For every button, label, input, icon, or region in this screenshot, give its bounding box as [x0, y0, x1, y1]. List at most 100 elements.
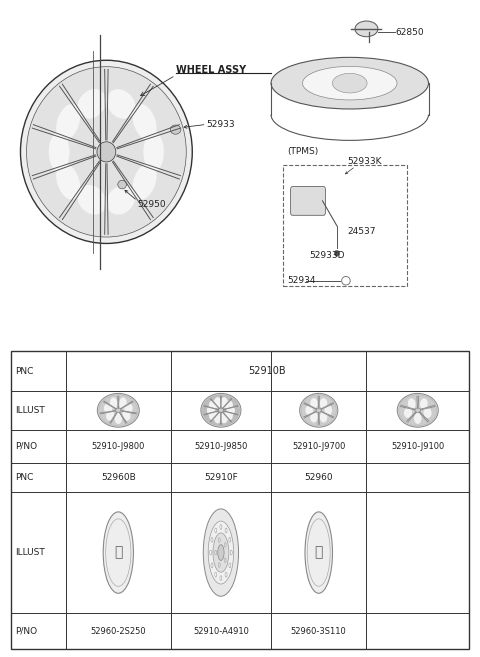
Ellipse shape: [49, 131, 70, 172]
Text: PNC: PNC: [15, 367, 33, 376]
Text: 52910F: 52910F: [204, 473, 238, 482]
Ellipse shape: [107, 89, 135, 119]
Text: 24537: 24537: [348, 227, 376, 236]
Ellipse shape: [215, 550, 216, 555]
Ellipse shape: [218, 545, 224, 560]
Ellipse shape: [220, 413, 228, 423]
Ellipse shape: [310, 412, 318, 422]
Ellipse shape: [132, 104, 156, 141]
Text: 52960-2S250: 52960-2S250: [91, 627, 146, 635]
Ellipse shape: [103, 512, 133, 593]
Ellipse shape: [230, 550, 232, 555]
Ellipse shape: [56, 163, 80, 200]
Ellipse shape: [107, 185, 135, 215]
Ellipse shape: [202, 395, 240, 426]
Ellipse shape: [415, 408, 420, 413]
Text: 52934: 52934: [288, 276, 316, 285]
Text: 52910-A4910: 52910-A4910: [193, 627, 249, 635]
Ellipse shape: [77, 89, 106, 119]
Text: 52910-J9850: 52910-J9850: [194, 442, 248, 451]
Ellipse shape: [115, 408, 121, 413]
Ellipse shape: [214, 397, 222, 408]
Ellipse shape: [170, 125, 181, 134]
Ellipse shape: [215, 528, 217, 533]
Ellipse shape: [203, 509, 239, 597]
Text: 52960-3S110: 52960-3S110: [291, 627, 347, 635]
Ellipse shape: [124, 403, 133, 414]
Ellipse shape: [119, 397, 127, 409]
Text: 52933K: 52933K: [348, 157, 382, 166]
Ellipse shape: [218, 537, 220, 543]
Ellipse shape: [320, 412, 327, 422]
Ellipse shape: [106, 410, 114, 420]
Text: PNC: PNC: [15, 473, 33, 482]
Ellipse shape: [220, 576, 222, 581]
Ellipse shape: [225, 400, 233, 411]
Ellipse shape: [211, 563, 213, 568]
Ellipse shape: [220, 525, 222, 530]
Ellipse shape: [399, 395, 437, 426]
Text: ⓗ: ⓗ: [314, 545, 323, 560]
Ellipse shape: [144, 131, 164, 172]
Ellipse shape: [104, 403, 112, 414]
Text: 52950: 52950: [137, 200, 166, 209]
Ellipse shape: [213, 533, 229, 572]
Ellipse shape: [310, 398, 318, 409]
Text: 52910-J9800: 52910-J9800: [92, 442, 145, 451]
Text: P/NO: P/NO: [15, 442, 37, 451]
Ellipse shape: [227, 405, 235, 415]
Ellipse shape: [21, 60, 192, 244]
Ellipse shape: [301, 395, 336, 426]
Ellipse shape: [214, 413, 222, 423]
Text: 52960: 52960: [304, 473, 333, 482]
Ellipse shape: [208, 521, 234, 584]
Ellipse shape: [210, 550, 212, 555]
Ellipse shape: [300, 394, 338, 427]
Ellipse shape: [408, 398, 416, 409]
Ellipse shape: [132, 163, 156, 200]
Ellipse shape: [220, 397, 228, 408]
Ellipse shape: [333, 74, 367, 93]
Ellipse shape: [225, 572, 227, 577]
Ellipse shape: [97, 142, 116, 162]
Ellipse shape: [420, 398, 428, 409]
Text: ILLUST: ILLUST: [15, 406, 45, 415]
Ellipse shape: [201, 394, 241, 427]
Ellipse shape: [224, 543, 226, 547]
Ellipse shape: [225, 528, 227, 533]
Ellipse shape: [334, 250, 339, 256]
Ellipse shape: [224, 558, 226, 562]
Ellipse shape: [122, 410, 131, 420]
Ellipse shape: [118, 180, 126, 189]
Ellipse shape: [397, 394, 438, 427]
Ellipse shape: [110, 397, 118, 409]
Ellipse shape: [324, 405, 332, 415]
Ellipse shape: [211, 537, 213, 542]
Text: 52960B: 52960B: [101, 473, 136, 482]
Text: 52933D: 52933D: [309, 252, 345, 260]
Ellipse shape: [302, 66, 397, 100]
Text: 52910-J9100: 52910-J9100: [391, 442, 444, 451]
Ellipse shape: [423, 407, 432, 418]
Ellipse shape: [218, 562, 220, 568]
Ellipse shape: [229, 563, 231, 568]
Ellipse shape: [225, 410, 233, 420]
Text: 52933: 52933: [206, 120, 235, 129]
Ellipse shape: [209, 410, 217, 420]
Text: 52910-J9700: 52910-J9700: [292, 442, 346, 451]
Bar: [11, 351, 469, 649]
Ellipse shape: [271, 57, 429, 109]
Ellipse shape: [209, 400, 217, 411]
Ellipse shape: [115, 413, 122, 424]
Bar: [283, 165, 407, 286]
Ellipse shape: [99, 395, 138, 426]
Ellipse shape: [207, 405, 215, 415]
Ellipse shape: [215, 572, 217, 577]
Ellipse shape: [77, 185, 106, 215]
Ellipse shape: [56, 104, 80, 141]
Ellipse shape: [320, 398, 327, 409]
Ellipse shape: [26, 66, 186, 237]
Text: ⓗ: ⓗ: [114, 545, 122, 560]
Ellipse shape: [305, 405, 313, 415]
Ellipse shape: [218, 408, 224, 413]
